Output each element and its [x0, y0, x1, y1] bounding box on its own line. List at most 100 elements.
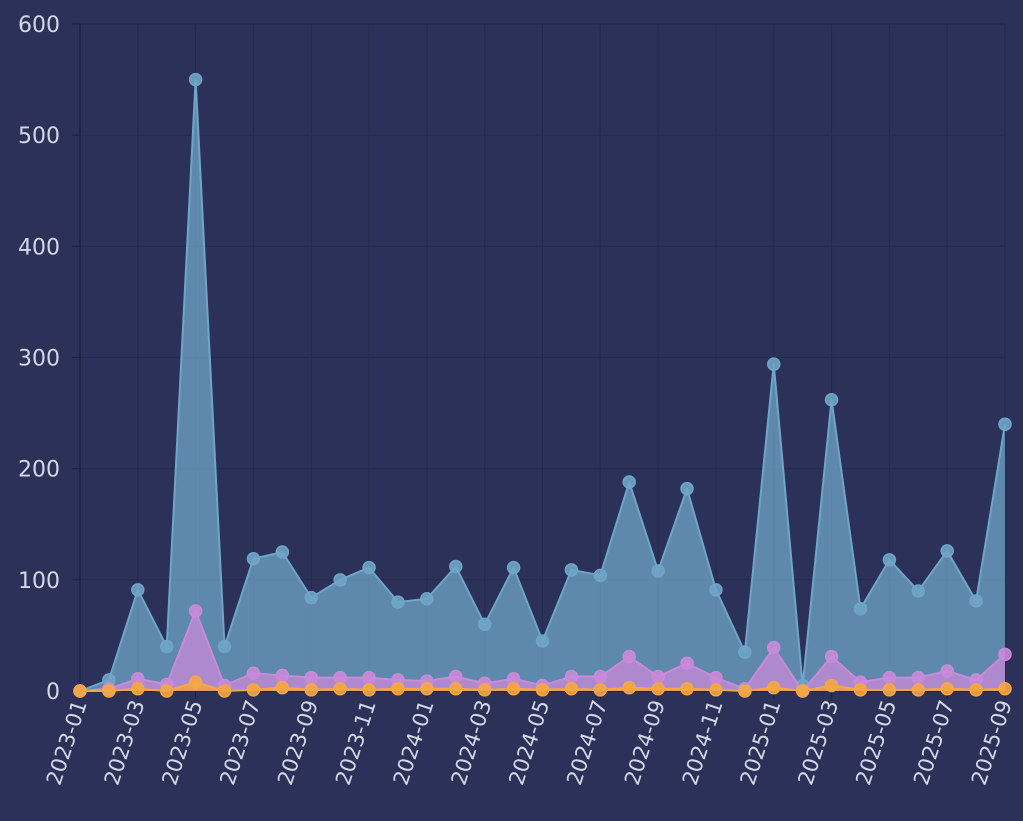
data-point: [73, 684, 87, 698]
series-area: [80, 610, 1005, 691]
data-point: [709, 683, 723, 697]
data-point: [188, 72, 203, 87]
data-point: [622, 680, 636, 695]
data-point: [304, 670, 318, 685]
data-point: [304, 683, 318, 697]
data-point: [506, 682, 521, 696]
data-point: [420, 591, 434, 606]
data-point: [824, 678, 839, 693]
data-point: [535, 634, 550, 648]
data-point: [449, 559, 463, 574]
y-tick-label: 500: [18, 124, 60, 149]
data-point: [709, 583, 723, 597]
series-areas: [73, 72, 1012, 698]
data-point: [477, 617, 492, 632]
data-point: [304, 590, 318, 605]
data-point: [593, 568, 608, 583]
data-point: [217, 684, 232, 698]
x-tick-label: 2023-03: [100, 697, 150, 788]
x-tick-label: 2024-11: [678, 697, 728, 788]
data-point: [998, 417, 1012, 431]
y-tick-label: 100: [18, 569, 60, 594]
data-point: [767, 680, 781, 695]
x-tick-label: 2024-09: [620, 697, 670, 788]
data-point: [882, 683, 897, 697]
data-point: [391, 682, 405, 696]
data-point: [651, 564, 665, 578]
data-point: [940, 664, 954, 678]
data-point: [622, 649, 636, 664]
data-point: [246, 551, 261, 566]
data-point: [131, 583, 145, 597]
x-tick-label: 2025-09: [967, 697, 1017, 788]
y-tick-label: 600: [18, 13, 60, 38]
data-point: [159, 684, 174, 698]
data-point: [188, 675, 203, 689]
data-point: [333, 573, 347, 587]
data-point: [940, 544, 954, 558]
x-tick-label: 2023-09: [273, 697, 323, 788]
data-point: [911, 683, 926, 697]
x-tick-label: 2024-05: [504, 697, 554, 788]
data-point: [477, 683, 492, 697]
x-tick-label: 2024-07: [562, 697, 612, 788]
data-point: [709, 670, 723, 685]
data-point: [217, 639, 232, 654]
data-point: [246, 683, 261, 697]
data-point: [275, 680, 290, 695]
data-point: [564, 563, 579, 577]
data-point: [622, 475, 636, 489]
y-tick-label: 400: [18, 235, 60, 260]
x-tick-label: 2025-07: [909, 697, 959, 788]
data-point: [795, 684, 810, 698]
data-point: [449, 669, 463, 684]
data-point: [824, 392, 839, 407]
data-point: [680, 682, 694, 696]
data-point: [767, 640, 781, 655]
data-point: [362, 670, 376, 685]
x-tick-label: 2023-11: [331, 697, 381, 788]
y-tick-label: 0: [46, 680, 60, 705]
data-point: [102, 684, 116, 698]
series-area: [80, 79, 1005, 692]
x-tick-label: 2025-01: [736, 697, 786, 788]
series-1: [73, 72, 1012, 698]
data-point: [998, 682, 1012, 696]
data-point: [564, 669, 579, 684]
y-tick-label: 200: [18, 458, 60, 483]
data-point: [651, 682, 665, 696]
data-point: [420, 682, 434, 696]
data-point: [593, 683, 608, 697]
data-point: [333, 682, 347, 696]
data-point: [824, 649, 839, 664]
data-point: [680, 481, 694, 496]
data-point: [969, 683, 983, 697]
data-point: [333, 670, 347, 685]
data-point: [998, 647, 1012, 662]
data-point: [593, 669, 608, 684]
x-tick-label: 2024-03: [447, 697, 497, 788]
data-point: [131, 682, 145, 696]
x-tick-label: 2023-01: [42, 697, 92, 788]
x-tick-label: 2025-03: [793, 697, 843, 788]
data-point: [651, 669, 665, 684]
data-point: [882, 553, 897, 567]
x-axis-tick-labels: 2023-01 2023-03 2023-05 2023-07 2023-09 2023-…: [42, 697, 1017, 788]
data-point: [449, 682, 463, 696]
data-point: [275, 668, 290, 683]
data-point: [535, 683, 550, 697]
x-tick-label: 2023-05: [157, 697, 207, 788]
data-point: [275, 545, 290, 559]
y-tick-label: 300: [18, 347, 60, 372]
data-point: [882, 670, 897, 685]
y-axis-tick-labels: 0 100 200 300 400 500 600: [18, 13, 60, 705]
data-point: [391, 595, 405, 609]
data-point: [767, 357, 781, 371]
data-point: [564, 682, 579, 696]
series-3: [73, 675, 1012, 698]
data-point: [246, 666, 261, 680]
data-point: [738, 684, 752, 698]
data-point: [362, 683, 376, 697]
data-point: [911, 670, 926, 685]
